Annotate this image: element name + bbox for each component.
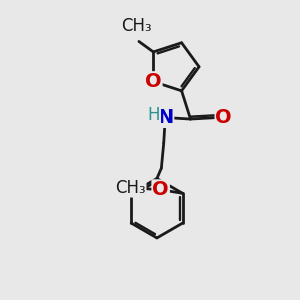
Text: O: O xyxy=(215,108,232,127)
Text: N: N xyxy=(157,108,173,127)
Text: O: O xyxy=(152,180,169,199)
Text: CH₃: CH₃ xyxy=(115,179,146,197)
Text: CH₃: CH₃ xyxy=(121,17,152,35)
Text: O: O xyxy=(145,72,162,91)
Text: H: H xyxy=(148,106,160,124)
